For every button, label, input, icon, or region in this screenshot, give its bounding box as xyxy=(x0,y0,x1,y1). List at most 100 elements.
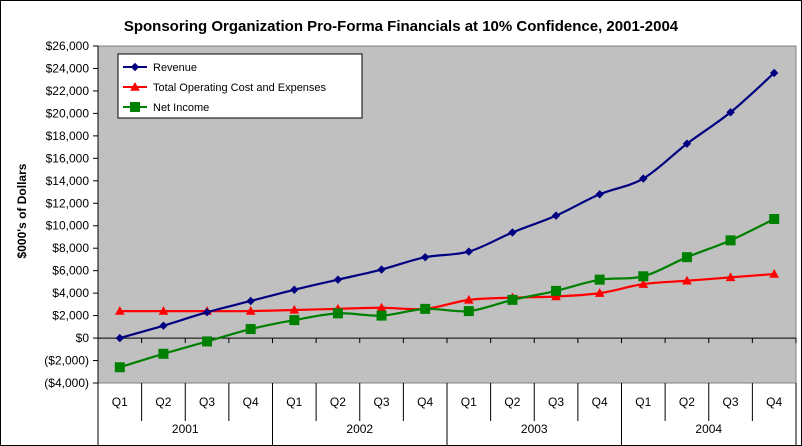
data-point xyxy=(594,274,605,285)
y-tick-label: $6,000 xyxy=(52,264,89,278)
data-point xyxy=(290,285,299,294)
data-point xyxy=(158,348,169,359)
x-axis: Q1 Q2 Q3 Q4 Q1 Q2 Q3 Q4 Q1 Q2 Q3 Q4 Q1 Q2 Q3 Q4 2001 2002… xyxy=(97,337,797,445)
data-point xyxy=(289,315,300,326)
y-tick-label: $2,000 xyxy=(52,309,89,323)
y-tick-label: $20,000 xyxy=(46,106,90,120)
y-tick-label: $10,000 xyxy=(46,219,90,233)
y-tick-label: $8,000 xyxy=(52,241,89,255)
x-year-label: 2004 xyxy=(695,422,722,436)
x-tick-label: Q2 xyxy=(330,395,346,409)
series-layer xyxy=(114,68,780,373)
x-year-label: 2001 xyxy=(172,422,199,436)
y-tick-label: $14,000 xyxy=(46,174,90,188)
chart-title: Sponsoring Organization Pro-Forma Financ… xyxy=(124,18,679,35)
series-line xyxy=(119,272,775,313)
data-point xyxy=(245,306,256,315)
x-tick-label: Q1 xyxy=(286,395,302,409)
y-tick-label: $0 xyxy=(76,331,90,345)
x-tick-label: Q4 xyxy=(243,395,259,409)
data-point xyxy=(725,235,736,246)
data-point xyxy=(464,247,474,256)
x-year-label: 2003 xyxy=(521,422,548,436)
data-point xyxy=(726,108,735,117)
data-point xyxy=(725,272,736,282)
y-tick-label: $16,000 xyxy=(46,151,90,165)
legend: Revenue Total Operating Cost and Expenses… xyxy=(117,53,363,119)
data-point xyxy=(681,252,692,263)
data-point xyxy=(507,294,518,305)
y-tick-label: $18,000 xyxy=(46,129,90,143)
data-point xyxy=(377,265,386,274)
x-tick-label: Q3 xyxy=(548,395,564,409)
x-tick-label: Q1 xyxy=(635,395,651,409)
x-tick-label: Q3 xyxy=(723,395,739,409)
data-point xyxy=(769,213,780,224)
legend-item-total-operating-cost-and-expenses: Total Operating Cost and Expenses xyxy=(123,81,327,94)
data-point xyxy=(508,228,517,237)
series-total-operating-cost-and-expenses xyxy=(114,269,780,315)
data-point xyxy=(638,271,649,282)
x-tick-label: Q4 xyxy=(417,395,433,409)
legend-marker xyxy=(130,102,140,112)
x-year-label: 2002 xyxy=(346,422,373,436)
data-point xyxy=(769,269,780,278)
data-point xyxy=(115,333,125,343)
x-tick-label: Q4 xyxy=(766,395,782,409)
series-line xyxy=(119,218,775,369)
data-point xyxy=(463,294,474,304)
data-point xyxy=(420,252,430,262)
series-revenue xyxy=(115,68,779,343)
x-tick-label: Q1 xyxy=(112,395,128,409)
x-tick-label: Q3 xyxy=(199,395,215,409)
data-point xyxy=(463,306,474,317)
legend-label: Net Income xyxy=(153,102,209,114)
data-point xyxy=(639,174,648,183)
data-point xyxy=(595,190,604,199)
data-point xyxy=(114,362,125,373)
legend-item-net-income: Net Income xyxy=(123,102,209,114)
x-tick-label: Q2 xyxy=(679,395,695,409)
x-tick-label: Q4 xyxy=(592,395,608,409)
data-point xyxy=(202,308,212,317)
data-point xyxy=(114,306,125,315)
y-tick-label: $4,000 xyxy=(52,286,89,300)
legend-box xyxy=(117,53,363,119)
data-point xyxy=(245,324,256,335)
data-point xyxy=(682,275,692,285)
legend-marker xyxy=(130,62,140,72)
legend-item-revenue: Revenue xyxy=(123,62,197,74)
data-point xyxy=(332,308,343,319)
data-point xyxy=(769,68,779,78)
data-point xyxy=(638,279,649,288)
y-tick-label: ($2,000) xyxy=(44,354,89,368)
data-point xyxy=(376,310,387,321)
data-point xyxy=(551,285,562,296)
data-point xyxy=(551,291,561,301)
data-point xyxy=(333,275,343,284)
series-line xyxy=(119,72,775,340)
y-tick-label: $24,000 xyxy=(46,61,90,75)
x-tick-label: Q1 xyxy=(461,395,477,409)
data-point xyxy=(594,288,605,297)
y-tick-label: $26,000 xyxy=(46,39,90,53)
data-point xyxy=(246,296,255,306)
y-tick-label: $22,000 xyxy=(46,84,90,98)
y-axis: ($4,000) ($2,000) $0 $2,000 $4,000 $6,000 $8,0… xyxy=(44,39,99,390)
x-tick-label: Q2 xyxy=(155,395,171,409)
data-point xyxy=(551,211,561,220)
data-point xyxy=(682,139,692,148)
y-axis-label: $000's of Dollars xyxy=(15,163,29,258)
data-point xyxy=(289,304,300,314)
data-point xyxy=(159,321,168,330)
legend-label: Revenue xyxy=(153,62,197,74)
y-tick-label: ($4,000) xyxy=(44,376,89,390)
y-tick-label: $12,000 xyxy=(46,196,90,210)
data-point xyxy=(158,306,169,315)
legend-marker xyxy=(130,81,140,91)
data-point xyxy=(202,336,213,347)
x-tick-label: Q2 xyxy=(504,395,520,409)
legend-label: Total Operating Cost and Expenses xyxy=(153,82,327,94)
